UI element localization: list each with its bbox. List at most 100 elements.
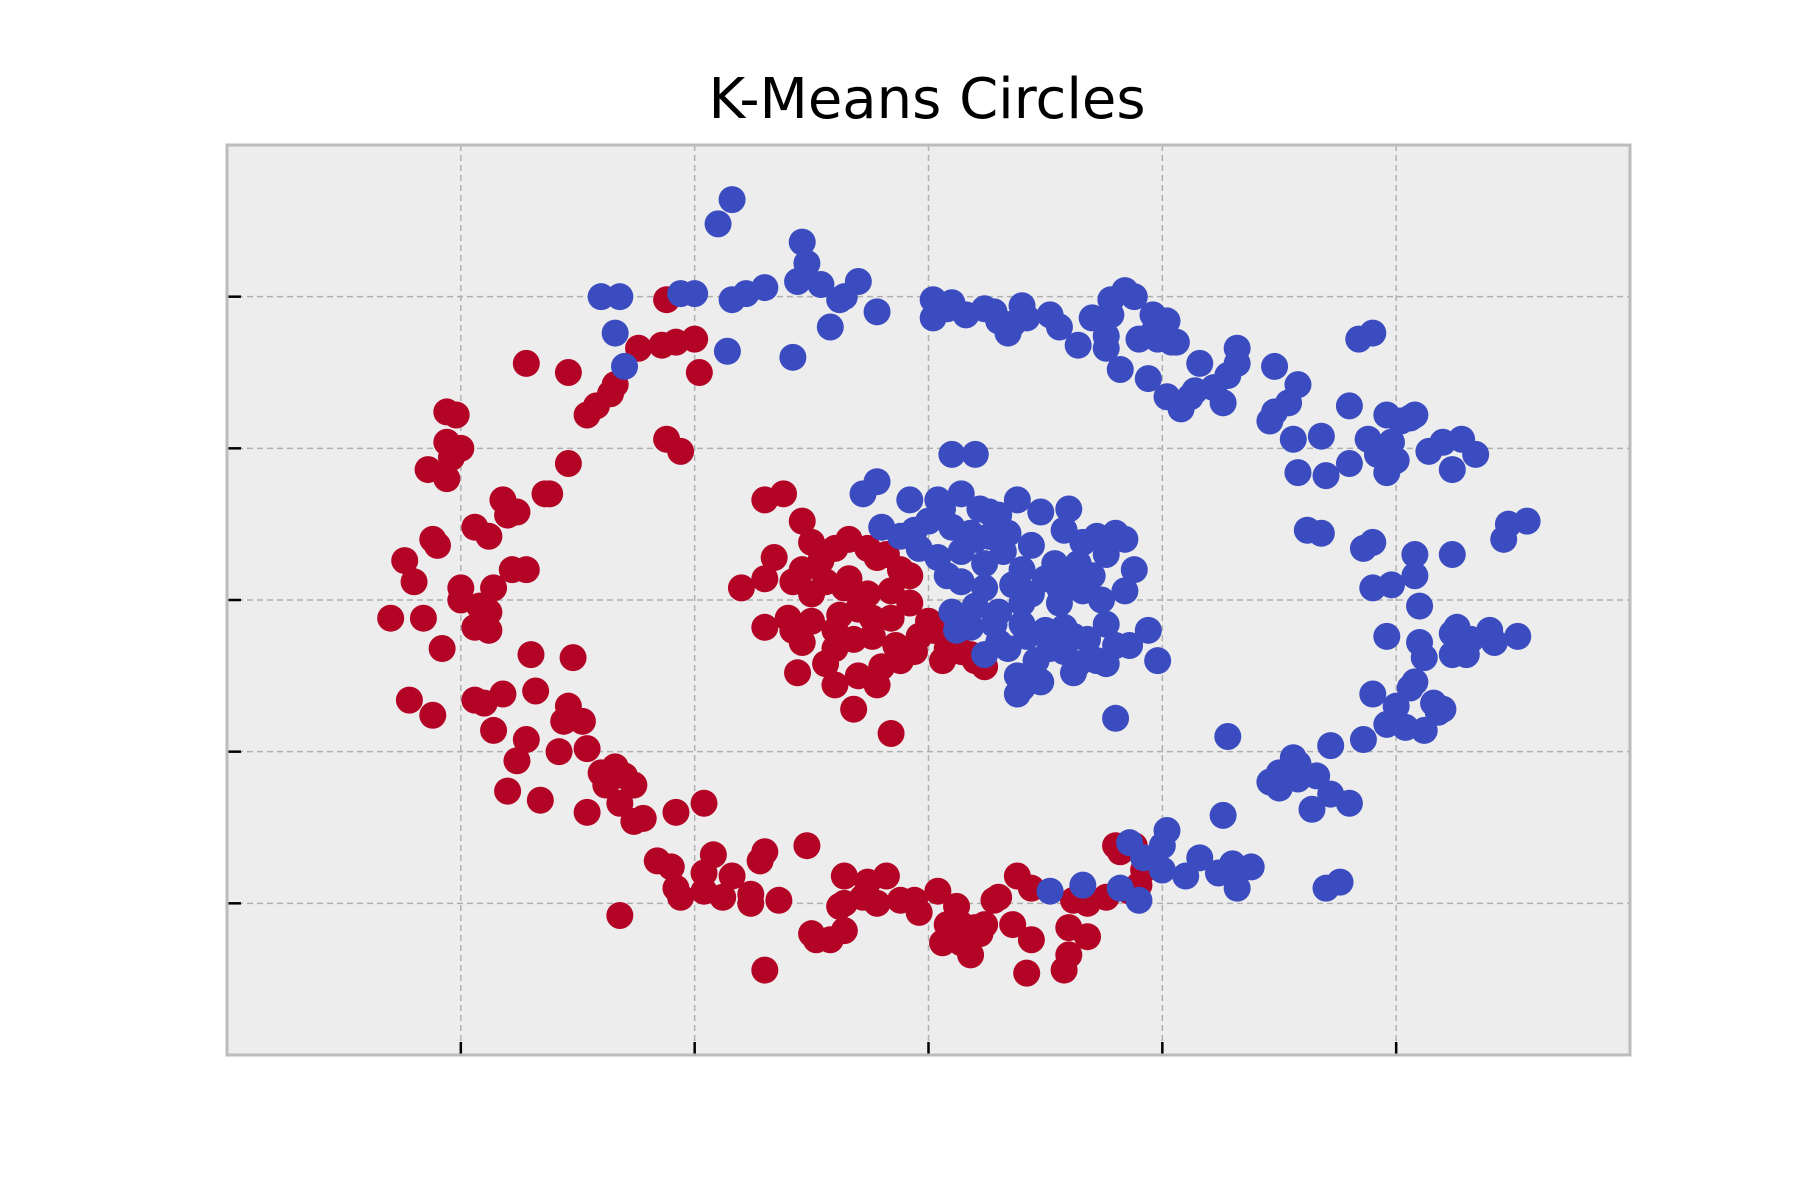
point-cluster-1 <box>868 513 896 541</box>
point-cluster-1 <box>1003 680 1031 708</box>
point-cluster-1 <box>1298 795 1326 823</box>
point-cluster-0 <box>690 877 718 905</box>
point-cluster-1 <box>961 525 989 553</box>
point-cluster-0 <box>685 359 713 386</box>
point-cluster-1 <box>1116 632 1144 659</box>
point-cluster-0 <box>526 786 554 814</box>
point-cluster-0 <box>788 507 816 535</box>
point-cluster-0 <box>821 671 849 699</box>
point-cluster-1 <box>1022 647 1050 675</box>
point-cluster-0 <box>592 771 620 799</box>
point-cluster-1 <box>1480 628 1508 656</box>
point-cluster-1 <box>1120 283 1148 311</box>
point-cluster-1 <box>1312 462 1340 490</box>
point-cluster-0 <box>699 841 727 869</box>
point-cluster-0 <box>830 917 858 945</box>
point-cluster-1 <box>1162 328 1190 356</box>
point-cluster-0 <box>573 735 601 763</box>
point-cluster-0 <box>494 777 522 805</box>
point-cluster-0 <box>835 565 863 593</box>
point-cluster-1 <box>1317 780 1345 808</box>
point-cluster-1 <box>919 286 947 314</box>
point-cluster-0 <box>554 450 582 477</box>
point-cluster-0 <box>877 719 905 747</box>
point-cluster-0 <box>746 847 774 875</box>
point-cluster-0 <box>840 695 868 723</box>
point-cluster-0 <box>437 443 465 471</box>
point-cluster-1 <box>1443 613 1471 641</box>
point-cluster-0 <box>512 726 540 754</box>
point-cluster-1 <box>1504 622 1532 650</box>
point-cluster-1 <box>1045 313 1073 341</box>
point-cluster-0 <box>900 638 928 666</box>
point-cluster-0 <box>662 798 690 826</box>
point-cluster-0 <box>395 686 423 714</box>
point-cluster-1 <box>1092 650 1120 678</box>
point-cluster-1 <box>1106 874 1134 902</box>
point-cluster-0 <box>760 544 788 572</box>
point-cluster-1 <box>1116 829 1144 857</box>
point-cluster-0 <box>886 886 914 914</box>
point-cluster-1 <box>989 537 1017 565</box>
point-cluster-0 <box>433 465 461 493</box>
point-cluster-1 <box>713 337 741 365</box>
point-cluster-1 <box>1462 440 1490 468</box>
axis-ticks <box>227 295 1398 1055</box>
point-cluster-0 <box>877 604 905 632</box>
point-cluster-0 <box>620 771 648 799</box>
point-cluster-0 <box>929 929 957 957</box>
point-cluster-0 <box>550 707 578 735</box>
point-cluster-1 <box>947 480 975 508</box>
point-cluster-0 <box>568 707 596 735</box>
point-cluster-1 <box>1359 680 1387 708</box>
point-cluster-1 <box>1284 459 1312 487</box>
point-cluster-1 <box>611 352 639 380</box>
point-cluster-0 <box>690 789 718 817</box>
point-cluster-1 <box>587 283 615 311</box>
point-cluster-1 <box>1429 695 1457 723</box>
point-cluster-0 <box>667 437 695 465</box>
point-cluster-1 <box>971 641 999 669</box>
point-cluster-1 <box>1377 571 1405 599</box>
point-cluster-0 <box>788 628 816 656</box>
point-cluster-1 <box>1097 301 1125 329</box>
point-cluster-1 <box>1223 874 1251 902</box>
point-cluster-1 <box>1373 622 1401 650</box>
point-cluster-1 <box>1214 723 1242 750</box>
point-cluster-0 <box>625 334 653 362</box>
point-cluster-1 <box>1102 704 1130 732</box>
point-cluster-1 <box>1186 844 1214 872</box>
point-cluster-1 <box>1335 392 1363 420</box>
point-cluster-1 <box>1055 568 1083 596</box>
point-cluster-1 <box>1209 801 1237 829</box>
point-cluster-1 <box>849 480 877 508</box>
point-cluster-1 <box>980 610 1008 638</box>
point-cluster-1 <box>606 283 634 311</box>
point-cluster-1 <box>1036 877 1064 905</box>
point-cluster-1 <box>1382 692 1410 720</box>
point-cluster-1 <box>1013 304 1041 332</box>
point-cluster-1 <box>1106 355 1134 383</box>
point-cluster-1 <box>1120 556 1148 584</box>
point-cluster-1 <box>704 210 732 238</box>
point-cluster-0 <box>770 480 798 508</box>
point-cluster-0 <box>573 798 601 826</box>
point-cluster-0 <box>475 616 503 644</box>
point-cluster-1 <box>718 286 746 314</box>
point-cluster-0 <box>727 574 755 602</box>
point-cluster-1 <box>1359 319 1387 347</box>
point-cluster-0 <box>480 574 508 602</box>
point-cluster-1 <box>933 562 961 590</box>
point-cluster-0 <box>751 956 779 984</box>
point-cluster-1 <box>1490 525 1518 553</box>
point-cluster-1 <box>1415 437 1443 465</box>
point-cluster-1 <box>1027 498 1055 526</box>
data-points <box>377 186 1541 987</box>
point-cluster-0 <box>681 325 709 353</box>
point-cluster-0 <box>751 565 779 593</box>
point-cluster-1 <box>1438 541 1466 568</box>
point-cluster-1 <box>601 319 629 347</box>
point-cluster-0 <box>826 601 854 629</box>
point-cluster-1 <box>1134 365 1162 393</box>
